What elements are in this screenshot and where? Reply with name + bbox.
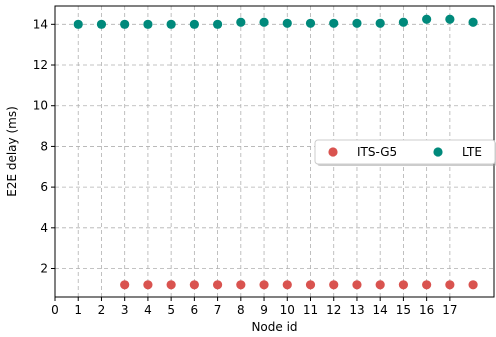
x-tick-label: 16 [419, 303, 434, 317]
lte-point [282, 18, 292, 28]
its-g5-point [166, 280, 176, 290]
x-tick-label: 4 [144, 303, 152, 317]
lte-point [468, 17, 478, 27]
y-tick-label: 2 [40, 262, 48, 276]
lte-point [422, 14, 432, 24]
x-tick-label: 0 [51, 303, 59, 317]
lte-point [305, 18, 316, 28]
x-tick-label: 2 [98, 303, 106, 317]
lte-point [329, 18, 339, 28]
its-g5-point [143, 280, 153, 290]
x-tick-label: 7 [214, 303, 222, 317]
x-tick-label: 8 [237, 303, 245, 317]
its-g5-point [120, 280, 130, 290]
its-g5-point [236, 280, 246, 290]
lte-point [375, 18, 385, 28]
x-tick-label: 12 [326, 303, 341, 317]
y-axis-label: E2E delay (ms) [5, 106, 19, 197]
legend-marker-lte [433, 147, 443, 157]
x-tick-label: 3 [121, 303, 129, 317]
lte-point [73, 19, 83, 29]
lte-point [96, 19, 107, 29]
y-tick-label: 12 [33, 58, 48, 72]
lte-point [445, 14, 455, 24]
x-tick-label: 1 [74, 303, 82, 317]
lte-point [352, 18, 362, 28]
lte-point [120, 19, 130, 29]
x-tick-label: 9 [260, 303, 268, 317]
its-g5-point [305, 280, 316, 290]
x-axis-label: Node id [251, 320, 297, 334]
lte-point [143, 19, 153, 29]
y-tick-label: 6 [40, 180, 48, 194]
its-g5-point [398, 280, 409, 290]
its-g5-point [282, 280, 292, 290]
legend-label-its-g5: ITS-G5 [357, 145, 397, 159]
lte-point [259, 17, 269, 27]
its-g5-point [212, 280, 223, 290]
x-tick-label: 14 [373, 303, 388, 317]
legend-marker-its-g5 [328, 147, 338, 157]
x-tick-label: 10 [280, 303, 295, 317]
legend-label-lte: LTE [462, 145, 482, 159]
its-g5-point [329, 280, 339, 290]
y-tick-label: 14 [33, 17, 48, 31]
its-g5-point [259, 280, 269, 290]
its-g5-point [422, 280, 432, 290]
x-tick-label: 5 [167, 303, 175, 317]
x-tick-label: 15 [396, 303, 411, 317]
its-g5-point [445, 280, 455, 290]
lte-point [236, 17, 246, 27]
its-g5-point [352, 280, 362, 290]
x-tick-label: 6 [191, 303, 199, 317]
x-tick-label: 11 [303, 303, 318, 317]
y-tick-label: 4 [40, 221, 48, 235]
y-tick-label: 8 [40, 139, 48, 153]
its-g5-point [468, 280, 478, 290]
lte-point [189, 19, 199, 29]
legend: ITS-G5 LTE [314, 139, 496, 166]
x-tick-label: 13 [349, 303, 364, 317]
plot-area [73, 14, 478, 290]
legend-box [314, 139, 496, 165]
x-tick-label: 17 [442, 303, 457, 317]
lte-point [166, 19, 176, 29]
lte-point [212, 19, 223, 29]
its-g5-point [375, 280, 385, 290]
lte-point [398, 17, 409, 27]
y-tick-label: 10 [33, 99, 48, 113]
its-g5-point [189, 280, 199, 290]
